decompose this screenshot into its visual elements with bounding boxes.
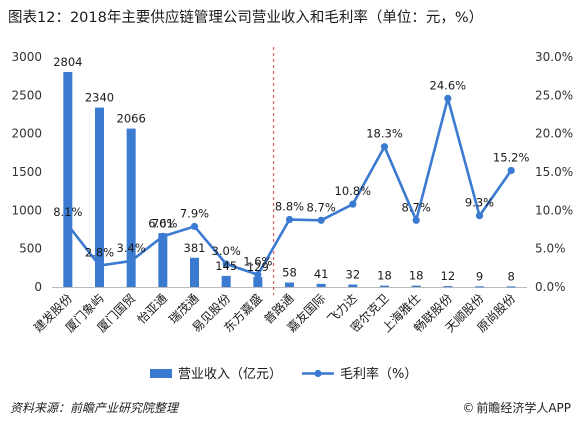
- margin-value-label: 3.0%: [212, 244, 241, 258]
- bar: [190, 257, 199, 287]
- bar: [95, 107, 104, 287]
- bar-value-label: 8: [508, 269, 515, 283]
- margin-point: [475, 212, 484, 220]
- y-right-tick-label: 20.0%: [535, 127, 573, 141]
- margin-point: [127, 257, 135, 265]
- bar: [126, 128, 136, 287]
- margin-point: [444, 94, 452, 102]
- y-right-tick-label: 10.0%: [535, 203, 573, 217]
- margin-value-label: 15.2%: [493, 150, 530, 164]
- bar-value-label: 18: [409, 269, 424, 283]
- margin-value-label: 8.1%: [53, 205, 82, 219]
- margin-point: [159, 232, 167, 240]
- margin-point: [190, 222, 199, 231]
- category-label: 怡亚通: [135, 291, 170, 326]
- margin-point: [317, 216, 325, 224]
- bar-value-label: 2066: [117, 112, 146, 126]
- margin-value-label: 3.4%: [117, 241, 146, 255]
- margin-value-label: 8.7%: [307, 200, 336, 214]
- bar-value-label: 9: [476, 269, 483, 283]
- brand-name: 前瞻经济学人APP: [476, 401, 571, 415]
- margin-value-label: 6.6%: [148, 216, 177, 230]
- margin-value-label: 1.6%: [243, 255, 272, 269]
- margin-value-label: 2.8%: [85, 246, 114, 260]
- bar: [63, 72, 73, 287]
- margin-point: [64, 221, 72, 229]
- bar-value-label: 381: [184, 241, 206, 255]
- margin-point: [507, 166, 515, 175]
- margin-value-label: 8.8%: [275, 200, 304, 214]
- y-left-tick-label: 2500: [11, 88, 42, 102]
- bar-value-label: 701: [152, 216, 174, 230]
- y-right-tick-label: 0.0%: [535, 280, 566, 294]
- margin-value-label: 24.6%: [430, 78, 467, 92]
- bar-value-label: 58: [282, 266, 297, 280]
- bar: [158, 233, 168, 287]
- legend-line-marker: [314, 369, 322, 378]
- legend-bar-label: 营业收入（亿元）: [178, 367, 282, 382]
- margin-point: [349, 200, 357, 208]
- legend-bar-swatch: [150, 369, 172, 378]
- source-note: 资料来源：前瞻产业研究院整理: [10, 401, 179, 415]
- bar: [316, 283, 326, 287]
- margin-point: [222, 260, 230, 268]
- y-right-tick-label: 30.0%: [535, 50, 573, 64]
- brand-credit: © 前瞻经济学人APP: [462, 399, 571, 416]
- bar: [443, 286, 453, 288]
- chart-title: 图表12：2018年主要供应链管理公司营业收入和毛利率（单位：元，%）: [8, 10, 484, 26]
- bar: [506, 286, 516, 288]
- margin-point: [95, 261, 104, 270]
- y-left-tick-label: 1000: [11, 203, 42, 217]
- margin-point: [380, 143, 389, 151]
- margin-value-label: 8.7%: [402, 200, 431, 214]
- bar: [285, 282, 294, 287]
- y-left-tick-label: 1500: [11, 165, 42, 179]
- bar-value-label: 129: [247, 260, 269, 274]
- bar-value-label: 2804: [53, 55, 82, 69]
- margin-point: [254, 271, 262, 279]
- y-right-tick-label: 15.0%: [535, 165, 573, 179]
- copyright-icon: ©: [462, 400, 475, 415]
- y-right-tick-label: 25.0%: [535, 88, 573, 102]
- bar-value-label: 18: [377, 269, 392, 283]
- bar: [475, 286, 484, 288]
- y-left-tick-label: 0: [34, 280, 42, 294]
- y-right-tick-label: 5.0%: [535, 242, 566, 256]
- legend-line-label: 毛利率（%）: [340, 366, 417, 382]
- margin-value-label: 10.8%: [335, 184, 372, 198]
- y-left-tick-label: 500: [19, 242, 42, 256]
- bar: [380, 285, 389, 287]
- margin-value-label: 18.3%: [366, 127, 403, 141]
- bar-value-label: 2340: [85, 91, 114, 105]
- bar: [348, 284, 358, 287]
- margin-point: [412, 216, 420, 224]
- margin-value-label: 7.9%: [180, 206, 209, 220]
- bar: [253, 277, 263, 287]
- bar-value-label: 12: [441, 269, 456, 283]
- bar-value-label: 145: [215, 259, 237, 273]
- bar-value-label: 32: [346, 268, 361, 282]
- y-left-tick-label: 2000: [11, 127, 42, 141]
- bar: [411, 285, 421, 287]
- bar: [221, 275, 231, 287]
- margin-point: [285, 215, 294, 224]
- bar-value-label: 41: [314, 267, 329, 281]
- margin-value-label: 9.3%: [465, 196, 494, 210]
- y-left-tick-label: 3000: [11, 50, 42, 64]
